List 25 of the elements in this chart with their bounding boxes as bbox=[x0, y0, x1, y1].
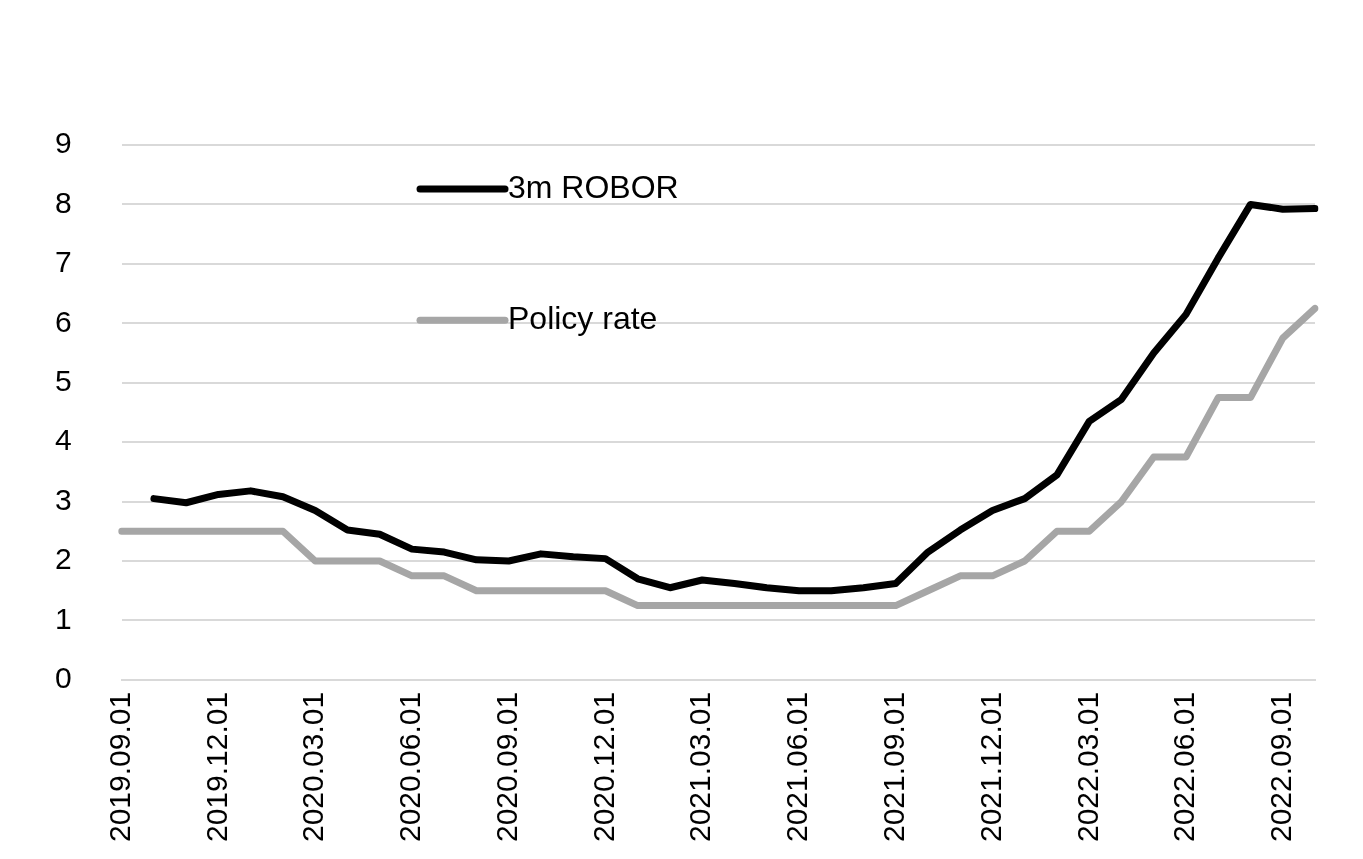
x-tick-label: 2021.09.01 bbox=[876, 691, 910, 843]
x-tick-label: 2021.06.01 bbox=[780, 691, 814, 843]
y-tick-label: 4 bbox=[55, 423, 72, 457]
y-tick-label: 0 bbox=[55, 661, 72, 695]
x-tick-label: 2022.06.01 bbox=[1167, 691, 1201, 843]
y-tick-label: 1 bbox=[55, 601, 72, 635]
x-tick-label: 2019.09.01 bbox=[102, 691, 136, 843]
legend-label: 3m ROBOR bbox=[508, 168, 679, 205]
x-tick-label: 2022.09.01 bbox=[1264, 691, 1298, 843]
y-tick-label: 3 bbox=[55, 482, 72, 516]
x-tick-label: 2020.06.01 bbox=[393, 691, 427, 843]
y-tick-label: 6 bbox=[55, 304, 72, 338]
x-tick-label: 2022.03.01 bbox=[1070, 691, 1104, 843]
x-tick-label: 2020.09.01 bbox=[489, 691, 523, 843]
y-tick-label: 5 bbox=[55, 363, 72, 397]
x-tick-label: 2021.03.01 bbox=[683, 691, 717, 843]
y-tick-label: 9 bbox=[55, 126, 72, 160]
x-tick-label: 2020.12.01 bbox=[586, 691, 620, 843]
y-tick-label: 7 bbox=[55, 245, 72, 279]
x-tick-label: 2019.12.01 bbox=[199, 691, 233, 843]
x-tick-label: 2020.03.01 bbox=[296, 691, 330, 843]
x-tick-label: 2021.12.01 bbox=[973, 691, 1007, 843]
legend-label: Policy rate bbox=[508, 299, 658, 336]
y-tick-label: 2 bbox=[55, 542, 72, 576]
y-tick-label: 8 bbox=[55, 185, 72, 219]
